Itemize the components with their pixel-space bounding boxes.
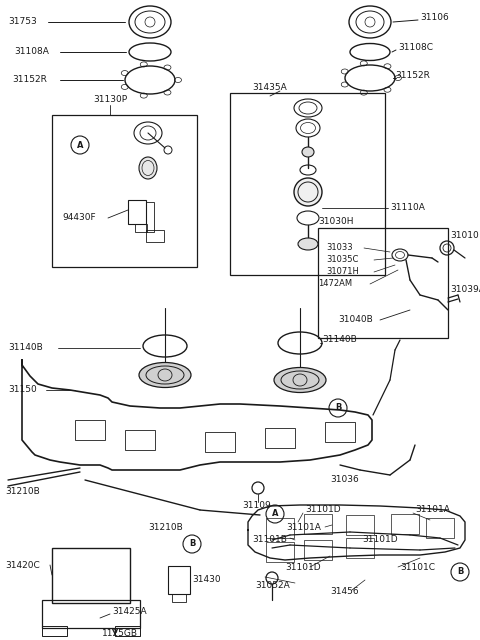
Text: 31101C: 31101C (400, 563, 435, 572)
Bar (146, 202, 154, 232)
Bar (52, 115, 197, 267)
Text: 31456: 31456 (330, 588, 359, 596)
Ellipse shape (139, 362, 191, 387)
Bar (146, 230, 164, 242)
Bar (172, 594, 186, 602)
Bar (318, 228, 448, 338)
Text: 31035C: 31035C (326, 255, 359, 264)
Text: 31039A: 31039A (450, 285, 480, 294)
Text: 31140B: 31140B (322, 335, 357, 344)
Bar (205, 432, 235, 452)
Text: B: B (335, 403, 341, 413)
Bar (265, 428, 295, 448)
Ellipse shape (298, 238, 318, 250)
Text: 1472AM: 1472AM (318, 280, 352, 289)
Text: B: B (189, 540, 195, 548)
Text: 31753: 31753 (8, 17, 37, 26)
Bar (230, 93, 385, 275)
Bar (135, 224, 147, 232)
Text: 31150: 31150 (8, 385, 37, 394)
Bar (426, 518, 454, 538)
Text: 31052A: 31052A (255, 580, 290, 589)
Text: 31140B: 31140B (8, 344, 43, 353)
Text: 31108A: 31108A (14, 47, 49, 56)
Text: 31152R: 31152R (12, 76, 47, 84)
Text: 31210B: 31210B (148, 524, 183, 532)
Text: 31430: 31430 (192, 575, 221, 584)
Bar (42, 626, 67, 636)
Text: 31030H: 31030H (318, 218, 353, 227)
Text: 31101D: 31101D (285, 563, 321, 572)
Ellipse shape (139, 157, 157, 179)
Bar (346, 538, 374, 558)
Bar (128, 200, 146, 224)
Text: 31109: 31109 (242, 502, 271, 511)
Text: 31435A: 31435A (252, 83, 287, 93)
Bar (266, 542, 294, 562)
Text: 31108C: 31108C (398, 44, 433, 52)
Text: A: A (272, 509, 278, 518)
Text: 31101D: 31101D (305, 506, 341, 515)
Text: 31101A: 31101A (286, 522, 321, 531)
Ellipse shape (302, 147, 314, 157)
Text: 31110A: 31110A (390, 204, 425, 212)
Bar (304, 514, 332, 534)
Text: 31210B: 31210B (5, 488, 40, 497)
Text: 31425A: 31425A (112, 607, 146, 616)
Text: 31420C: 31420C (5, 561, 40, 570)
Text: 31036: 31036 (330, 476, 359, 484)
Text: 31106: 31106 (420, 13, 449, 22)
Text: 31130P: 31130P (93, 95, 127, 104)
Bar (125, 430, 155, 450)
Text: 1125GB: 1125GB (102, 628, 138, 637)
Bar (304, 540, 332, 560)
Ellipse shape (294, 178, 322, 206)
Text: 31040B: 31040B (338, 316, 373, 324)
Bar (168, 566, 190, 594)
Text: A: A (77, 141, 83, 150)
Text: 31101D: 31101D (362, 536, 397, 545)
Bar (325, 422, 355, 442)
Text: 31010: 31010 (450, 232, 479, 241)
Text: B: B (457, 568, 463, 577)
Bar (266, 518, 294, 538)
Text: 31152R: 31152R (395, 72, 430, 81)
Bar (42, 600, 140, 628)
Text: 94430F: 94430F (62, 214, 96, 223)
Text: 31033: 31033 (326, 243, 353, 253)
Bar (52, 548, 130, 603)
Bar (75, 420, 105, 440)
Ellipse shape (274, 367, 326, 392)
Bar (115, 626, 140, 636)
Bar (346, 515, 374, 535)
Text: 31071H: 31071H (326, 268, 359, 276)
Text: 31101A: 31101A (415, 506, 450, 515)
Bar (391, 514, 419, 534)
Text: 31101B: 31101B (252, 536, 287, 545)
